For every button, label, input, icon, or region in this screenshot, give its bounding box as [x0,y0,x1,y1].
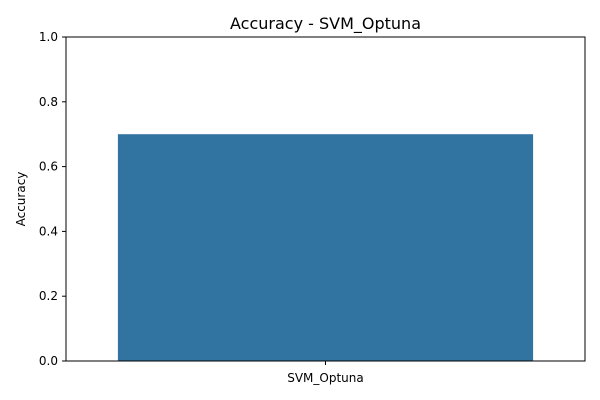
y-tick-label: 1.0 [39,30,58,44]
bar-svm-optuna [117,134,534,361]
bars-group [117,134,534,361]
x-axis-ticks: SVM_Optuna [287,361,364,385]
y-axis-ticks: 0.0 0.2 0.4 0.6 0.8 1.0 [39,30,66,368]
y-tick-label: 0.2 [39,289,58,303]
chart-title: Accuracy - SVM_Optuna [230,14,421,34]
plot-frame [65,36,586,362]
y-tick-label: 0.6 [39,160,58,174]
x-tick-label: SVM_Optuna [287,371,364,385]
y-tick-label: 0.0 [39,354,58,368]
y-tick-label: 0.4 [39,224,58,238]
y-tick-label: 0.8 [39,95,58,109]
y-axis-label: Accuracy [14,172,28,227]
